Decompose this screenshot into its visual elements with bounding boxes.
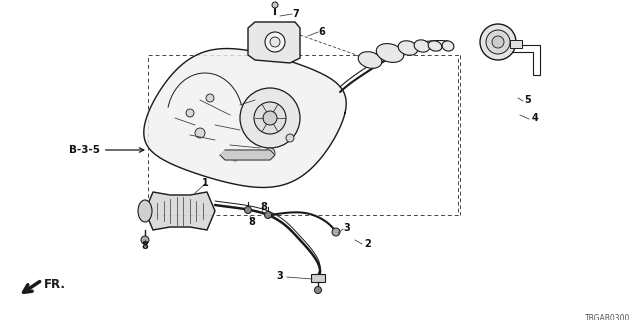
Bar [311, 274, 325, 282]
Ellipse shape [398, 41, 418, 55]
Text: 6: 6 [319, 27, 325, 37]
Circle shape [254, 102, 286, 134]
Text: 3: 3 [344, 223, 350, 233]
Polygon shape [248, 22, 300, 63]
Circle shape [244, 206, 252, 213]
Circle shape [314, 286, 321, 293]
Polygon shape [220, 150, 275, 160]
Circle shape [263, 111, 277, 125]
Circle shape [186, 109, 194, 117]
Polygon shape [144, 49, 346, 188]
Circle shape [264, 212, 271, 219]
Text: 5: 5 [525, 95, 531, 105]
Text: 8: 8 [260, 202, 268, 212]
Text: 8: 8 [248, 217, 255, 227]
Circle shape [232, 155, 238, 161]
Circle shape [195, 128, 205, 138]
Circle shape [332, 228, 340, 236]
Circle shape [486, 30, 510, 54]
Text: B-3-5: B-3-5 [69, 145, 144, 155]
Circle shape [270, 37, 280, 47]
Ellipse shape [358, 52, 382, 68]
Circle shape [272, 2, 278, 8]
Circle shape [492, 36, 504, 48]
Text: 1: 1 [202, 178, 209, 188]
Circle shape [265, 148, 275, 158]
Ellipse shape [376, 44, 404, 62]
Circle shape [240, 88, 300, 148]
Text: 7: 7 [292, 9, 300, 19]
Ellipse shape [414, 40, 430, 52]
Ellipse shape [138, 200, 152, 222]
Circle shape [141, 236, 149, 244]
Text: 2: 2 [365, 239, 371, 249]
Bar [510, 40, 522, 48]
Text: 3: 3 [276, 271, 284, 281]
Ellipse shape [442, 41, 454, 51]
Text: FR.: FR. [44, 277, 66, 291]
Text: TBGAB0300: TBGAB0300 [584, 314, 630, 320]
Ellipse shape [428, 41, 442, 51]
Polygon shape [145, 192, 215, 230]
Circle shape [265, 32, 285, 52]
Text: 8: 8 [141, 241, 148, 251]
Circle shape [286, 134, 294, 142]
Bar [148, 55, 458, 215]
Circle shape [480, 24, 516, 60]
Text: 4: 4 [532, 113, 538, 123]
Circle shape [206, 94, 214, 102]
